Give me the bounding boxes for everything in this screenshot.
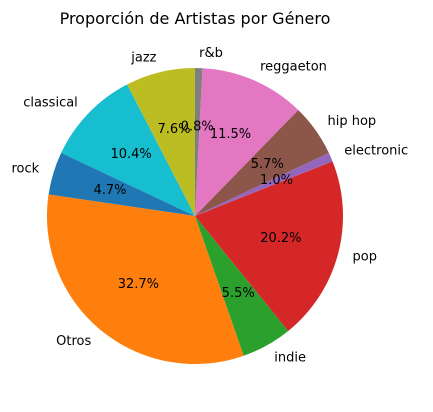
slice-label-rock: rock (11, 161, 39, 176)
slice-percent-reggaeton: 11.5% (210, 127, 251, 142)
pie-slice-classical (61, 84, 195, 217)
pie-slice-pop (195, 161, 343, 331)
slice-percent-jazz: 7.6% (157, 122, 190, 137)
slice-label-electronic: electronic (344, 144, 408, 159)
slice-percent-hip-hop: 5.7% (251, 157, 284, 172)
slice-percent-pop: 20.2% (260, 231, 301, 246)
slice-label-indie: indie (274, 351, 306, 366)
slice-label-reggaeton: reggaeton (260, 59, 327, 74)
chart-title: Proporción de Artistas por Género (60, 9, 331, 28)
slice-label-otros: Otros (56, 334, 91, 349)
slice-percent-indie: 5.5% (222, 286, 255, 301)
pie-slice-hip-hop (195, 109, 329, 216)
slice-label-pop: pop (353, 250, 377, 265)
pie-slice-rock (48, 152, 195, 216)
slice-label-jazz: jazz (130, 50, 156, 65)
slice-label-r-b: r&b (199, 46, 223, 61)
slice-percent-electronic: 1.0% (260, 173, 293, 188)
pie-slice-electronic (195, 152, 333, 216)
pie-slice-otros (46, 194, 244, 364)
pie-slice-jazz (127, 68, 195, 216)
pie-slice-reggaeton (195, 68, 299, 216)
slice-label-classical: classical (23, 96, 78, 111)
pie-slice-r-b (195, 68, 203, 216)
slice-percent-classical: 10.4% (110, 147, 151, 162)
slice-percent-r-b: 0.8% (181, 120, 214, 135)
slice-label-hip-hop: hip hop (328, 114, 377, 129)
slice-percent-rock: 4.7% (93, 183, 126, 198)
pie-slice-indie (195, 216, 289, 356)
slice-percent-otros: 32.7% (118, 277, 159, 292)
